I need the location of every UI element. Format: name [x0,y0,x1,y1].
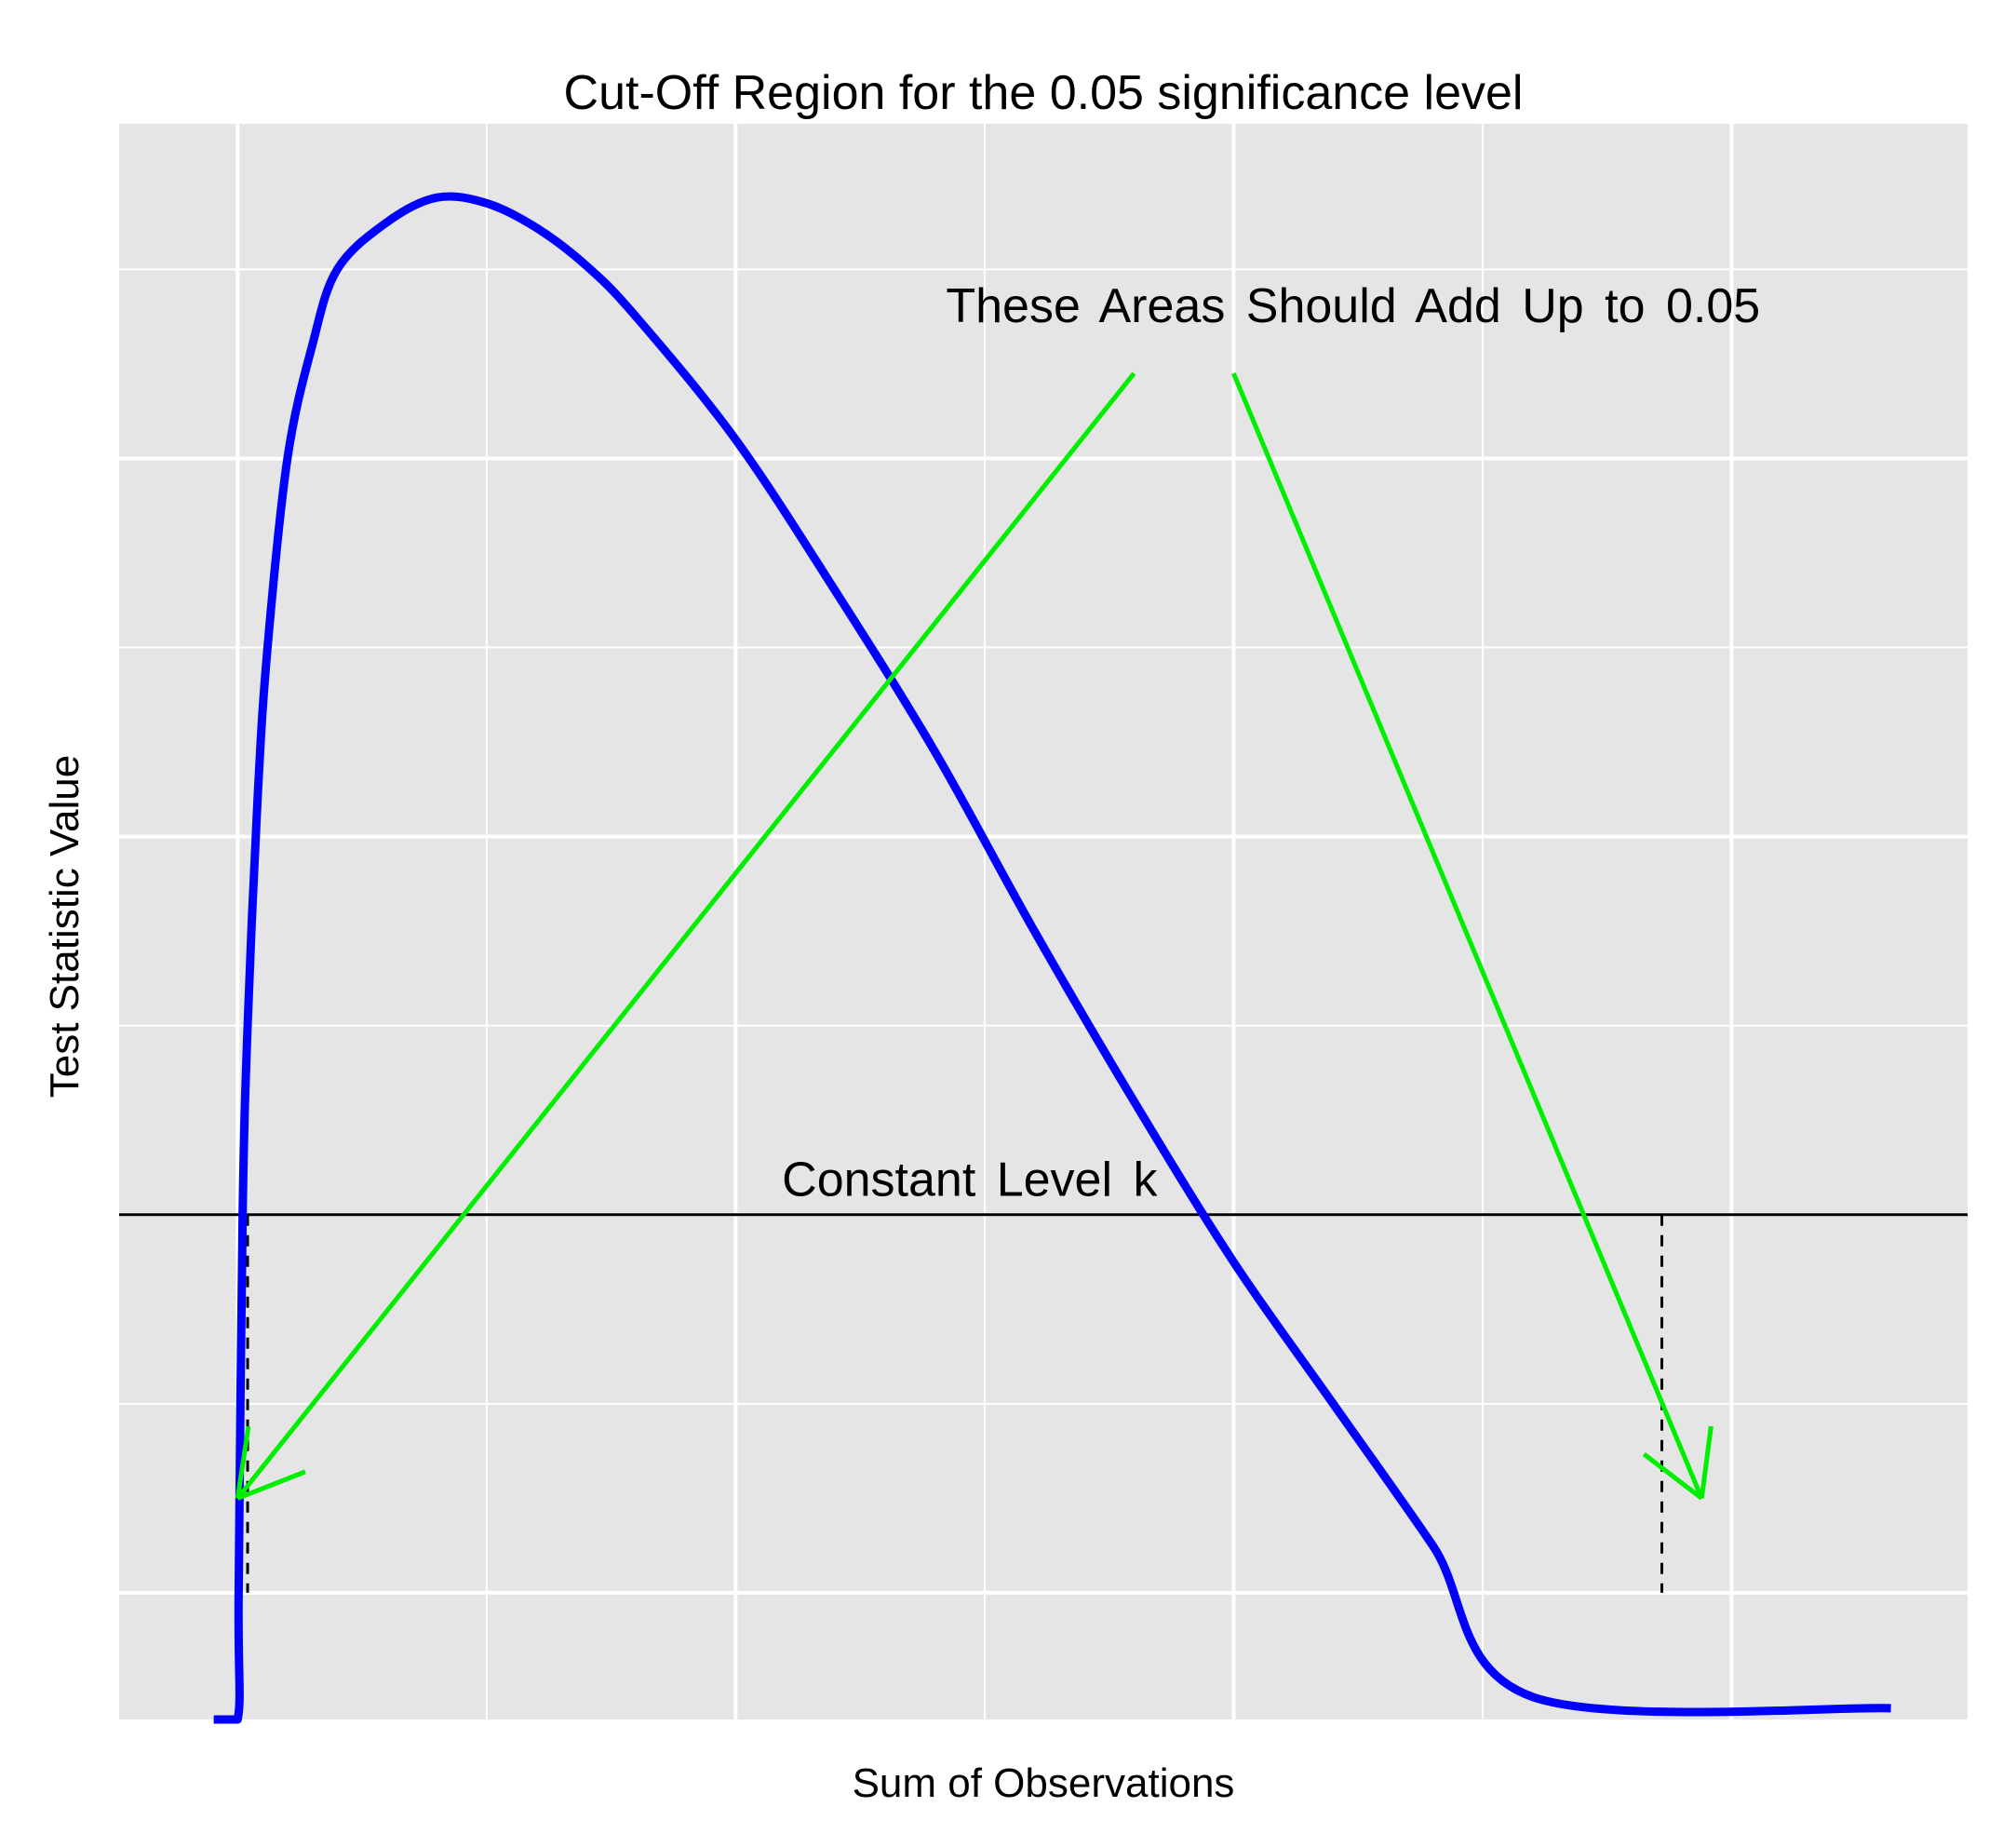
x-axis-label: Sum of Observations [853,1760,1235,1806]
chart-annotation: Constant Level k [782,1153,1158,1207]
arrow-shaft [235,371,1136,1500]
chart-title: Cut-Off Region for the 0.05 significance… [564,66,1524,120]
distribution-curve [213,192,1891,1724]
arrow-head [235,1425,251,1499]
chart-annotation: These Areas Should Add Up to 0.05 [946,279,1760,333]
y-axis-label: Test Statistic Value [42,755,87,1098]
plot-panel [119,124,1968,1719]
arrow-layer [235,371,1714,1501]
arrow-head [1642,1452,1703,1501]
arrow-head [236,1469,306,1501]
curve-layer [213,192,1891,1724]
annotation-layer: These Areas Should Add Up to 0.05 Constan… [782,279,1760,1207]
arrow-shaft [1231,372,1704,1500]
arrow-head [1699,1425,1714,1499]
